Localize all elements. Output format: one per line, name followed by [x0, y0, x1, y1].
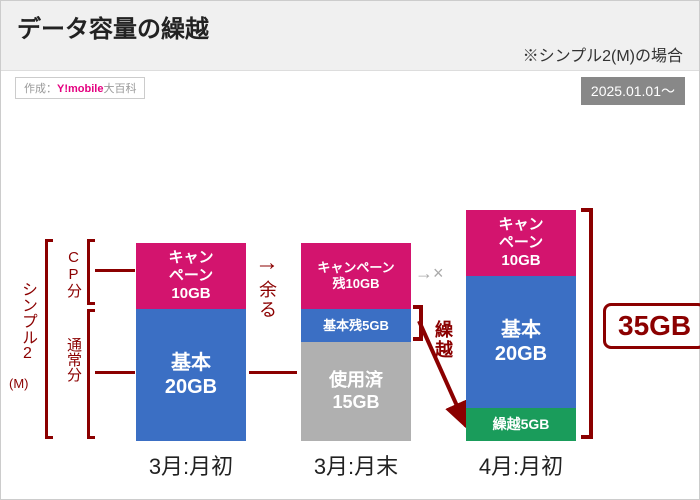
segment: キャン ペーン 10GB	[136, 243, 246, 309]
segment: 繰越5GB	[466, 408, 576, 441]
xlabel: 3月:月初	[126, 449, 256, 481]
normal-label: 通常分	[63, 337, 84, 382]
credit-brand: Y!mobile	[57, 83, 103, 95]
diagram-container: データ容量の繰越 ※シンプル2(M)の場合 作成：Y!mobile大百科 202…	[0, 0, 700, 500]
arrow-right-1: →	[255, 249, 279, 277]
line-basic	[249, 371, 297, 374]
xlabel: 3月:月末	[291, 449, 421, 481]
subtitle: ※シンプル2(M)の場合	[17, 42, 683, 66]
date-badge: 2025.01.01～	[581, 77, 685, 105]
bar-b3: キャン ペーン 10GB基本 20GB繰越5GB	[466, 210, 576, 441]
cp-label: CP分	[63, 249, 84, 298]
segment: 基本残5GB	[301, 309, 411, 342]
bracket-total	[581, 208, 593, 439]
bracket-plan	[45, 239, 53, 439]
bracket-cp-tip	[95, 269, 135, 272]
expired-label: →×	[415, 263, 444, 284]
segment: 使用済 15GB	[301, 342, 411, 441]
bracket-normal	[87, 309, 95, 439]
chart-area: シンプル2 (M) CP分 通常分 → 余 る →× 繰 越 35GB キャン …	[1, 111, 699, 499]
bar-b2: キャンペーン 残10GB基本残5GB使用済 15GB	[301, 243, 411, 441]
plan-paren: (M)	[9, 376, 29, 391]
xlabel: 4月:月初	[456, 449, 586, 481]
segment: キャンペーン 残10GB	[301, 243, 411, 309]
bracket-normal-tip	[95, 371, 135, 374]
bracket-cp	[87, 239, 95, 305]
segment: キャン ペーン 10GB	[466, 210, 576, 276]
credit-prefix: 作成：	[24, 83, 57, 95]
credit-badge: 作成：Y!mobile大百科	[15, 77, 145, 99]
segment: 基本 20GB	[136, 309, 246, 441]
credit-suffix: 大百科	[103, 83, 136, 95]
remain-label: 余 る	[259, 281, 277, 321]
page-title: データ容量の繰越	[17, 9, 683, 44]
header: データ容量の繰越 ※シンプル2(M)の場合	[1, 1, 699, 71]
bar-b1: キャン ペーン 10GB基本 20GB	[136, 243, 246, 441]
total-box: 35GB	[603, 303, 700, 349]
segment: 基本 20GB	[466, 276, 576, 408]
plan-label: シンプル2	[15, 281, 39, 362]
